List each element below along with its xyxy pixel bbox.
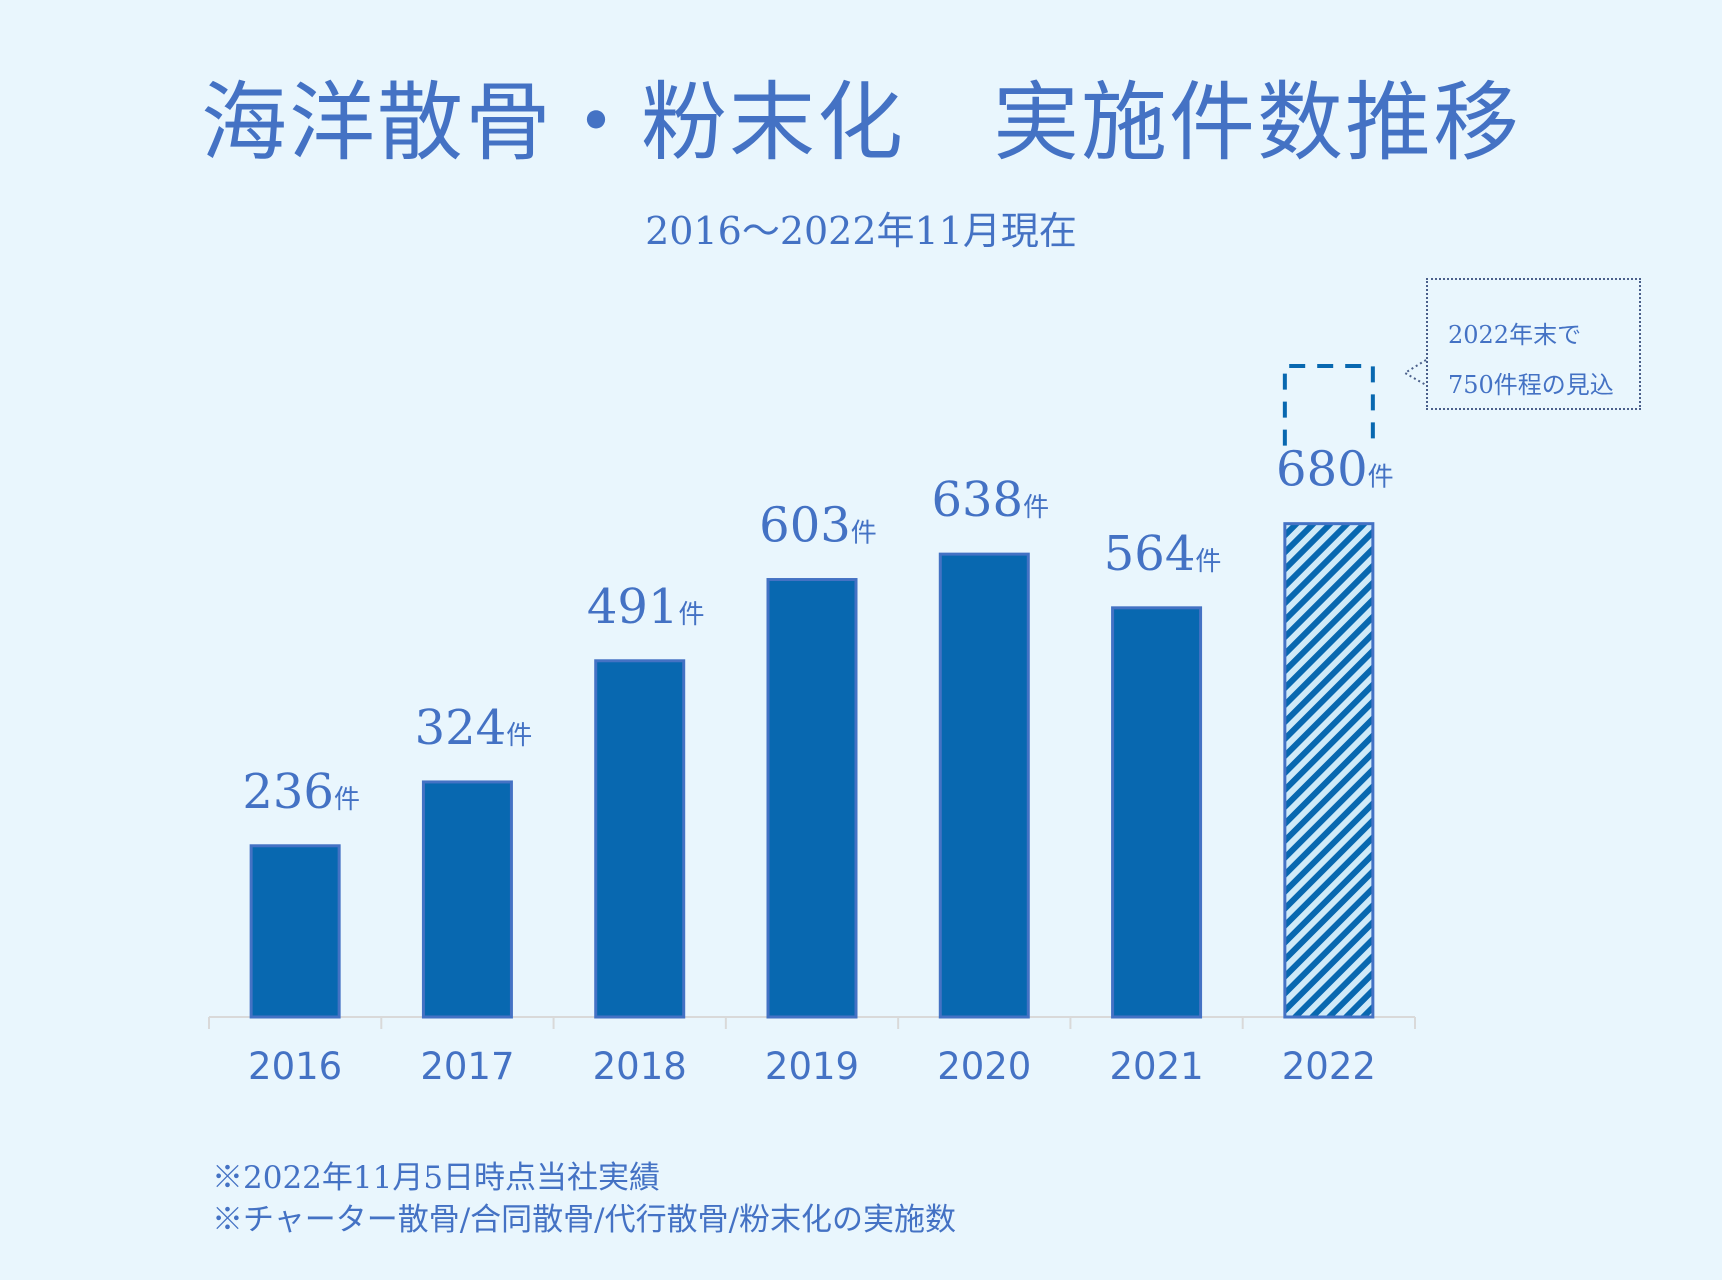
data-label-unit: 件 bbox=[679, 600, 705, 630]
data-label-unit: 件 bbox=[851, 519, 877, 549]
bar-2020 bbox=[938, 552, 1030, 1019]
data-label-unit: 件 bbox=[506, 721, 532, 751]
data-label-unit: 件 bbox=[334, 785, 360, 815]
data-label-unit: 件 bbox=[1195, 547, 1221, 577]
x-tick-label-2021: 2021 bbox=[1109, 1045, 1203, 1088]
data-label-2017: 324件 bbox=[415, 700, 533, 756]
callout-pointer bbox=[1403, 359, 1427, 386]
data-label-2020: 638件 bbox=[931, 472, 1049, 528]
x-tick-label-2018: 2018 bbox=[593, 1045, 687, 1088]
x-tick-label-2017: 2017 bbox=[420, 1045, 514, 1088]
data-label-2021: 564件 bbox=[1104, 526, 1222, 582]
bar-2018 bbox=[594, 659, 686, 1019]
x-tick-label-2020: 2020 bbox=[937, 1045, 1031, 1088]
projection-outline bbox=[1282, 364, 1375, 446]
x-tick-label-2022: 2022 bbox=[1282, 1045, 1376, 1088]
data-label-2016: 236件 bbox=[242, 764, 360, 820]
data-label-2019: 603件 bbox=[759, 498, 877, 554]
data-label-2018: 491件 bbox=[587, 579, 705, 635]
footnote-1: ※2022年11月5日時点当社実績 bbox=[212, 1160, 661, 1196]
data-label-unit: 件 bbox=[1023, 493, 1049, 523]
callout-line-2: 750件程の見込 bbox=[1448, 371, 1614, 399]
footnote-2: ※チャーター散骨/合同散骨/代行散骨/粉末化の実施数 bbox=[212, 1202, 957, 1238]
x-tick-label-2016: 2016 bbox=[248, 1045, 342, 1088]
callout-line-1: 2022年末で bbox=[1448, 321, 1582, 349]
data-label-2022: 680件 bbox=[1276, 442, 1394, 498]
bar-2016 bbox=[249, 844, 341, 1019]
projection-callout: 2022年末で 750件程の見込 bbox=[1426, 278, 1641, 410]
bar-2017 bbox=[421, 780, 513, 1019]
bar-2019 bbox=[766, 578, 858, 1019]
chart-title: 海洋散骨・粉末化 実施件数推移 bbox=[201, 73, 1521, 173]
data-label-unit: 件 bbox=[1368, 463, 1394, 493]
x-tick-label-2019: 2019 bbox=[765, 1045, 859, 1088]
bar-2021 bbox=[1111, 606, 1203, 1019]
chart-subtitle: 2016〜2022年11月現在 bbox=[645, 209, 1077, 253]
bar-2022 bbox=[1283, 522, 1375, 1019]
